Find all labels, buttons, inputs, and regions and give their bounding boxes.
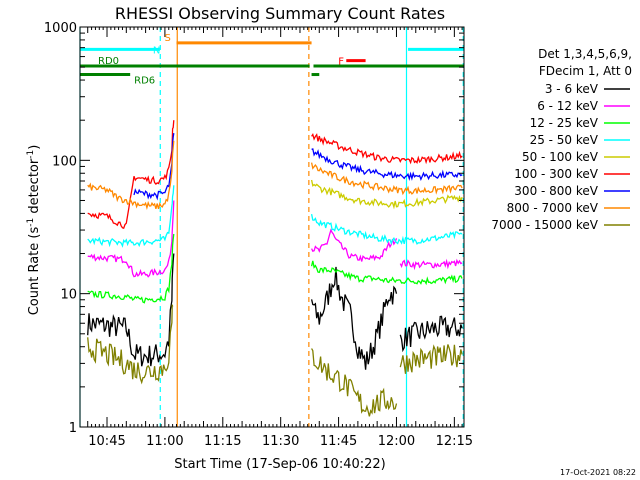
series-line-1-segment-1 (311, 228, 398, 262)
series-line-0-segment-0 (87, 253, 175, 367)
legend-entry-label-0: 3 - 6 keV (545, 82, 599, 96)
legend-entry-label-7: 800 - 7000 keV (507, 201, 599, 215)
series-line-3-segment-0 (87, 185, 175, 248)
series-line-2-segment-0 (87, 233, 175, 304)
observing-flags (80, 41, 464, 77)
flag-label-n: N (153, 45, 160, 56)
plot-frame (79, 26, 465, 428)
legend-entry-label-1: 6 - 12 keV (537, 99, 599, 113)
legend-entry-label-3: 25 - 50 keV (530, 133, 599, 147)
series-line-7-segment-1 (310, 162, 463, 196)
series-line-8-segment-2 (399, 344, 463, 374)
flag-label-rd0: RD0 (98, 56, 119, 67)
series-line-0-segment-2 (399, 315, 463, 353)
legend-entry-label-4: 50 - 100 keV (522, 150, 599, 164)
legend-entry-label-8: 7000 - 15000 keV (491, 218, 598, 232)
y-axis: 1 10 100 1000 (44, 21, 464, 436)
y-tick-label-2: 100 (52, 154, 77, 169)
series-line-4-segment-0 (310, 179, 463, 210)
legend-header-1: Det 1,3,4,5,6,9, (538, 47, 632, 61)
x-tick-label-3: 11:30 (262, 434, 299, 449)
x-tick-label-5: 12:00 (378, 434, 415, 449)
x-axis: 10:45 11:00 11:15 11:30 11:45 12:00 12:15 (87, 27, 473, 449)
y-tick-label-0: 1 (69, 421, 77, 436)
x-tick-label-1: 11:00 (146, 434, 183, 449)
series-lines (87, 120, 463, 417)
generation-timestamp: 17-Oct-2021 08:22 (560, 468, 636, 477)
series-line-1-segment-2 (399, 258, 463, 271)
y-tick-label-1: 10 (60, 288, 77, 303)
series-line-3-segment-1 (310, 213, 463, 245)
series-line-6-segment-1 (311, 148, 463, 182)
x-tick-label-2: 11:15 (204, 434, 241, 449)
legend-entry-label-6: 300 - 800 keV (514, 184, 598, 198)
flag-label-rd6: RD6 (134, 76, 155, 87)
x-axis-label: Start Time (17-Sep-06 10:40:22) (174, 457, 385, 472)
x-tick-label-6: 12:15 (436, 434, 473, 449)
legend-entry-label-5: 100 - 300 keV (514, 167, 598, 181)
series-line-7-segment-0 (87, 140, 175, 210)
x-tick-label-4: 11:45 (320, 434, 357, 449)
y-axis-label: Count Rate (s-1 detector-1) (26, 145, 42, 316)
legend-header-2: FDecim 1, Att 0 (539, 64, 632, 78)
legend: Det 1,3,4,5,6,9, FDecim 1, Att 0 3 - 6 k… (491, 47, 632, 232)
legend-entry-label-2: 12 - 25 keV (530, 116, 599, 130)
y-tick-label-3: 1000 (44, 21, 77, 36)
flag-label-s: S (164, 33, 170, 44)
flag-label-f: F (338, 57, 344, 68)
series-line-8-segment-1 (311, 348, 398, 417)
series-line-2-segment-1 (310, 260, 463, 286)
series-line-5-segment-1 (311, 132, 463, 165)
series-line-1-segment-0 (87, 200, 175, 278)
series-line-0-segment-1 (310, 266, 398, 370)
x-tick-label-0: 10:45 (88, 434, 125, 449)
series-line-6-segment-0 (133, 133, 175, 201)
chart-title: RHESSI Observing Summary Count Rates (115, 4, 445, 23)
series-line-5-segment-0 (87, 120, 175, 230)
series-line-8-segment-0 (87, 304, 174, 385)
